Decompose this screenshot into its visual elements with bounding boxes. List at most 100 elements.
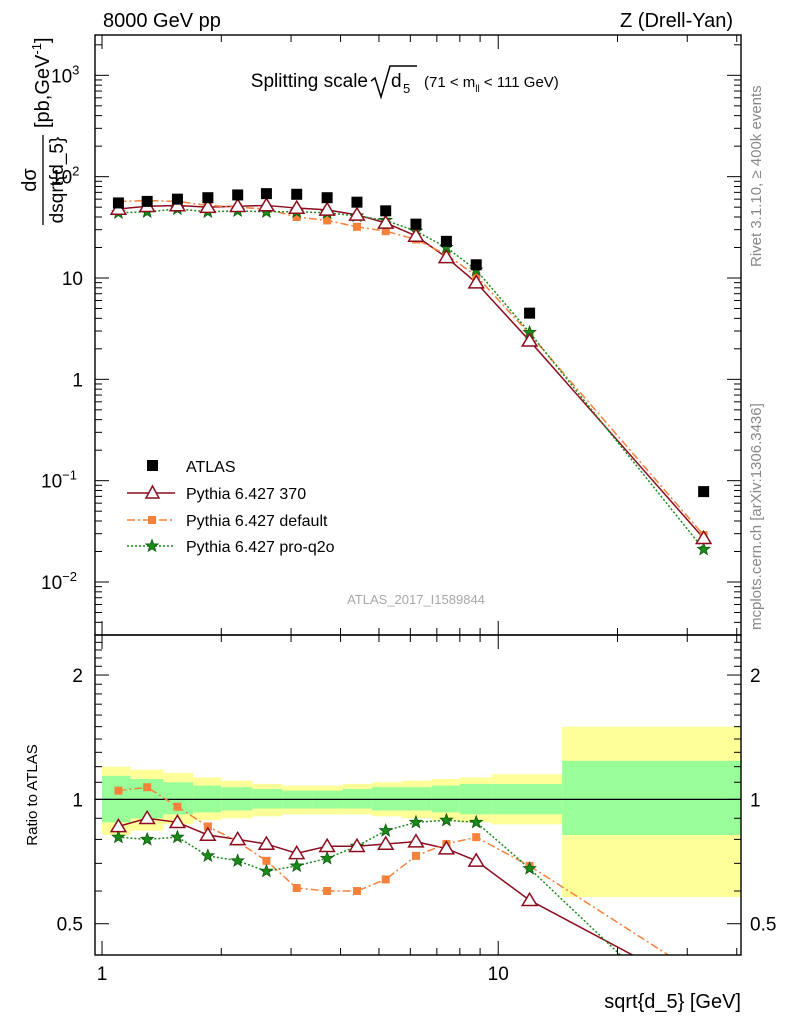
- ratio-point-p370-2: [168, 813, 187, 829]
- upper-point-p370-11: [437, 248, 456, 264]
- legend: ATLAS Pythia 6.427 370 Pythia 6.427 defa…: [127, 459, 335, 556]
- axis-ticks: [95, 35, 741, 955]
- upper-point-atlas-0: [112, 197, 124, 209]
- upper-point-p370-5: [257, 196, 276, 212]
- ratio-point-pq2o-10: [408, 814, 424, 829]
- y-tick-label-10: 10: [62, 269, 83, 290]
- upper-point-atlas-9: [380, 205, 392, 217]
- legend-label-pdef: Pythia 6.427 default: [186, 513, 328, 530]
- y-label-units-open: [pb,GeV: [32, 54, 54, 128]
- upper-point-atlas-13: [524, 307, 536, 319]
- ratio-point-pdef-1: [143, 783, 152, 792]
- legend-label-p370: Pythia 6.427 370: [186, 486, 306, 503]
- main-title-range: (71 < mll < 111 GeV): [424, 74, 559, 95]
- legend-entry-p370: Pythia 6.427 370: [127, 484, 306, 503]
- ratio-point-pdef-8: [352, 887, 361, 896]
- ratio-point-p370-12: [467, 852, 485, 867]
- ratio-point-p370-7: [318, 837, 336, 853]
- ratio-point-pdef-6: [292, 884, 301, 893]
- rivet-label: Rivet 3.1.10, ≥ 400k events: [748, 85, 765, 267]
- upper-point-p370-4: [229, 197, 247, 213]
- upper-point-p370-6: [288, 199, 306, 215]
- y-tick-label-1: 1: [72, 370, 83, 391]
- ratio-tick-label-2-left: 2: [72, 666, 83, 687]
- ratio-point-pq2o-1: [139, 831, 155, 846]
- upper-y-tick-labels: 103 102 10 1 10−1 10−2: [41, 62, 83, 594]
- ratio-point-pdef-0: [114, 786, 123, 795]
- y-label-units: [pb,GeV-1]: [29, 37, 54, 128]
- header-right: Z (Drell-Yan): [620, 10, 733, 32]
- upper-point-atlas-1: [141, 195, 153, 207]
- ratio-point-pq2o-7: [319, 850, 335, 865]
- main-title-var: d: [391, 71, 402, 92]
- upper-point-atlas-5: [260, 188, 272, 200]
- x-axis-label: sqrt{d_5} [GeV]: [604, 991, 741, 1013]
- upper-point-atlas-10: [410, 218, 422, 230]
- ratio-tick-label-0p5-right: 0.5: [750, 915, 776, 936]
- ratio-point-pq2o-12: [468, 814, 484, 829]
- y-label-denominator: dsqrt{d_5}: [47, 137, 68, 224]
- upper-point-atlas-2: [171, 193, 183, 205]
- ratio-tick-label-2-right: 2: [750, 666, 761, 687]
- upper-point-p370-8: [348, 206, 366, 221]
- ratio-point-pq2o-4: [230, 853, 245, 868]
- ratio-point-pq2o-6: [289, 858, 304, 873]
- ratio-point-p370-13: [520, 891, 539, 907]
- ratio-point-pq2o-13: [522, 860, 537, 875]
- y-label-numerator: dσ: [19, 168, 41, 192]
- ratio-point-pq2o-11: [439, 812, 454, 827]
- legend-label-pq2o: Pythia 6.427 pro-q2o: [186, 539, 335, 556]
- watermark: ATLAS_2017_I1589844: [347, 592, 485, 607]
- ratio-point-pdef-3: [203, 822, 212, 831]
- upper-point-p370-12: [467, 274, 485, 289]
- ratio-band-inner-14: [562, 760, 741, 835]
- y-label-units-close: ]: [32, 37, 54, 43]
- upper-point-pdef-7: [323, 216, 332, 225]
- ratio-point-pdef-12: [472, 833, 481, 842]
- upper-point-pdef-8: [352, 222, 361, 231]
- ratio-point-p370-6: [288, 844, 306, 860]
- ratio-band-inner-8: [342, 788, 372, 809]
- ratio-panel-frame: [94, 634, 742, 956]
- ratio-tick-label-1-left: 1: [72, 790, 83, 811]
- upper-point-atlas-12: [470, 259, 482, 271]
- main-title: Splitting scale d 5 (71 < mll < 111 GeV): [251, 65, 559, 100]
- upper-point-atlas-11: [440, 235, 452, 247]
- ratio-point-pdef-5: [262, 856, 271, 865]
- y-tick-label-0p01: 10−2: [41, 569, 77, 594]
- upper-series: [109, 188, 713, 556]
- upper-point-p370-3: [199, 198, 217, 214]
- legend-entry-pq2o: Pythia 6.427 pro-q2o: [127, 538, 335, 556]
- ratio-point-pdef-7: [323, 887, 332, 896]
- ratio-point-pdef-9: [381, 875, 390, 884]
- x-tick-label-1: 1: [97, 964, 108, 985]
- upper-point-p370-14: [694, 529, 713, 545]
- ratio-point-pdef-2: [173, 802, 182, 811]
- ratio-point-p370-3: [199, 826, 217, 841]
- upper-point-atlas-3: [202, 192, 214, 204]
- legend-entry-pdef: Pythia 6.427 default: [127, 513, 328, 530]
- ratio-uncertainty-bands: [102, 726, 741, 898]
- legend-marker-atlas: [147, 460, 158, 471]
- ratio-point-pdef-10: [411, 851, 420, 860]
- upper-point-pdef-9: [381, 227, 390, 236]
- upper-point-atlas-4: [232, 189, 244, 201]
- ratio-point-pq2o-0: [111, 829, 126, 844]
- x-tick-label-10: 10: [488, 964, 509, 985]
- ratio-tick-label-0p5-left: 0.5: [57, 915, 83, 936]
- ratio-point-pq2o-2: [170, 829, 185, 844]
- upper-point-atlas-6: [291, 188, 303, 200]
- upper-point-atlas-14: [698, 486, 710, 498]
- legend-marker-pdef: [148, 516, 156, 524]
- ratio-point-p370-4: [229, 830, 247, 846]
- upper-point-p370-9: [377, 214, 395, 229]
- y-tick-label-1000: 103: [51, 62, 79, 87]
- ratio-point-p370-9: [377, 835, 395, 850]
- legend-marker-p370: [144, 484, 161, 499]
- y-axis-label-upper: dσ dsqrt{d_5} [pb,GeV-1]: [19, 37, 68, 225]
- upper-line-pdef: [118, 199, 705, 536]
- upper-point-p370-7: [318, 201, 336, 216]
- ratio-point-p370-11: [437, 840, 456, 855]
- y-label-units-sup: -1: [29, 43, 44, 55]
